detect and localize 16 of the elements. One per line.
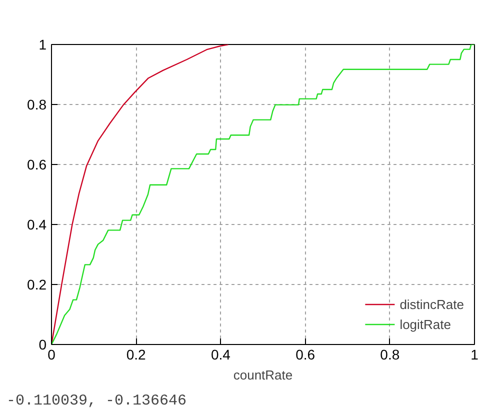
- y-tick-label: 0.2: [27, 276, 47, 292]
- legend-label: distincRate: [400, 296, 464, 312]
- x-tick-label: 0.8: [380, 346, 400, 362]
- legend-label: logitRate: [400, 316, 451, 332]
- x-tick-label: 0.2: [126, 346, 146, 362]
- x-tick-label: 0.4: [210, 346, 231, 362]
- y-tick-label: 0.8: [27, 96, 47, 112]
- y-tick-label: 1: [38, 36, 47, 52]
- y-tick-label: 0.4: [27, 216, 47, 232]
- line-series: [52, 44, 474, 344]
- y-tick-label: 0: [38, 336, 47, 352]
- text: -0.110039, -0.136646: [6, 392, 187, 410]
- x-tick-label: 0.6: [296, 346, 316, 362]
- x-axis-title: countRate: [233, 368, 293, 382]
- y-tick-label: 0.6: [27, 156, 47, 172]
- x-tick-label: 1: [470, 346, 479, 362]
